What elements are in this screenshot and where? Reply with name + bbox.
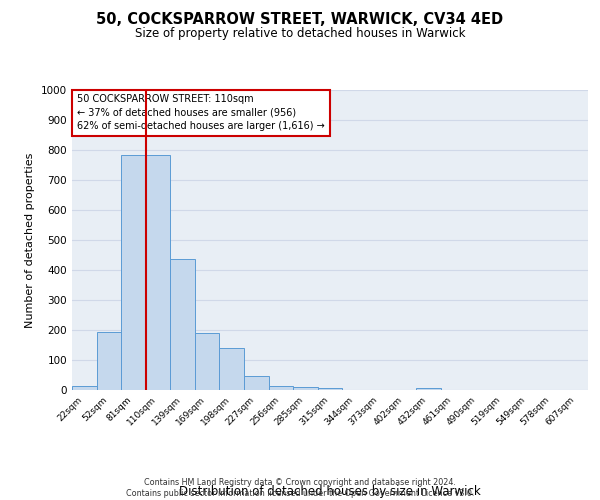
X-axis label: Distribution of detached houses by size in Warwick: Distribution of detached houses by size …: [179, 486, 481, 498]
Bar: [416, 388, 440, 390]
Bar: [146, 154, 170, 390]
Bar: [318, 388, 342, 390]
Text: Contains HM Land Registry data © Crown copyright and database right 2024.
Contai: Contains HM Land Registry data © Crown c…: [126, 478, 474, 498]
Bar: [269, 386, 293, 390]
Text: 50 COCKSPARROW STREET: 110sqm
← 37% of detached houses are smaller (956)
62% of : 50 COCKSPARROW STREET: 110sqm ← 37% of d…: [77, 94, 325, 131]
Bar: [244, 376, 269, 390]
Bar: [170, 258, 195, 390]
Bar: [121, 154, 146, 390]
Bar: [97, 332, 121, 390]
Text: Size of property relative to detached houses in Warwick: Size of property relative to detached ho…: [135, 28, 465, 40]
Bar: [293, 387, 318, 390]
Bar: [195, 333, 220, 390]
Y-axis label: Number of detached properties: Number of detached properties: [25, 152, 35, 328]
Text: 50, COCKSPARROW STREET, WARWICK, CV34 4ED: 50, COCKSPARROW STREET, WARWICK, CV34 4E…: [97, 12, 503, 28]
Bar: [72, 386, 97, 390]
Bar: [220, 348, 244, 390]
